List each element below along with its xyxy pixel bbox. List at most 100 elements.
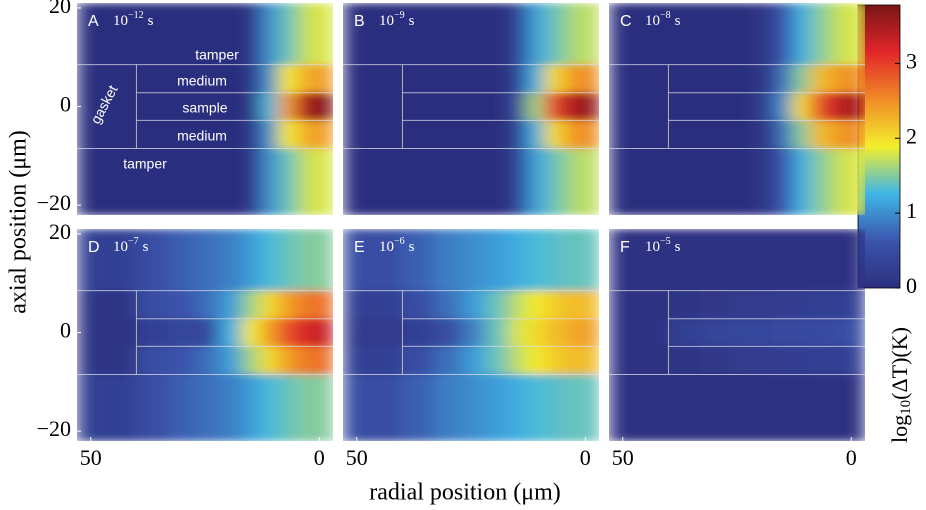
time-unit: s xyxy=(143,239,149,255)
panel-label: A xyxy=(88,13,99,30)
heatmap-cell xyxy=(168,318,197,347)
heatmap-cell xyxy=(241,346,261,375)
heatmap-cell xyxy=(136,229,169,292)
heatmap-cell xyxy=(810,92,829,121)
heatmap-cell xyxy=(507,346,527,375)
heatmap-cell xyxy=(77,290,137,320)
time-base: 10 xyxy=(113,239,128,255)
heatmap-cell xyxy=(668,92,701,121)
heatmap-cell xyxy=(278,120,297,149)
heatmap-cell xyxy=(700,346,729,375)
heatmap xyxy=(609,229,865,441)
heatmap-cell xyxy=(136,64,169,94)
heatmap-cell xyxy=(544,290,563,320)
heatmap-cell xyxy=(791,120,811,149)
heatmap-cell xyxy=(241,374,261,441)
heatmap-cell xyxy=(259,290,279,320)
heatmap-cell xyxy=(562,346,577,375)
heatmap-cell xyxy=(136,374,169,441)
heatmap-cell xyxy=(402,290,435,320)
heatmap-cell xyxy=(700,64,729,94)
y-axis-label: axial position (μm) xyxy=(6,130,32,314)
heatmap-cell xyxy=(668,318,701,347)
heatmap-cell xyxy=(668,290,701,320)
heatmap-cell xyxy=(343,290,403,320)
heatmap-cell xyxy=(810,148,829,215)
heatmap-cell xyxy=(544,120,563,149)
heatmap-cell xyxy=(259,374,279,441)
time-unit: s xyxy=(675,239,681,255)
heatmap-cell xyxy=(77,148,137,215)
heatmap-cell xyxy=(278,290,297,320)
heatmap-cell xyxy=(773,92,793,121)
heatmap-cell xyxy=(296,3,311,66)
heatmap-cell xyxy=(343,3,403,66)
heatmap-cell xyxy=(773,318,793,347)
heatmap-cell xyxy=(828,229,843,292)
heatmap-cell xyxy=(576,3,599,66)
heatmap-cell xyxy=(310,92,333,121)
heatmap-cell xyxy=(562,229,577,292)
heatmap-cell xyxy=(750,290,775,320)
heatmap xyxy=(343,3,599,215)
heatmap-cell xyxy=(259,318,279,347)
x-tick-label: 0 xyxy=(846,445,857,470)
heatmap-cell xyxy=(842,346,865,375)
heatmap-cell xyxy=(810,3,829,66)
heatmap-cell xyxy=(402,229,435,292)
heatmap-cell xyxy=(296,290,311,320)
heatmap-cell xyxy=(168,64,197,94)
heatmap-cell xyxy=(296,148,311,215)
heatmap-cells xyxy=(77,229,333,441)
heatmap-cell xyxy=(461,120,486,149)
heatmap-cell xyxy=(828,120,843,149)
heatmap-cell xyxy=(791,346,811,375)
heatmap-cell xyxy=(544,3,563,66)
heatmap-cell xyxy=(544,229,563,292)
heatmap-cell xyxy=(700,148,729,215)
heatmap-cell xyxy=(434,120,463,149)
heatmap-cell xyxy=(278,318,297,347)
panel-time: 10−6 s xyxy=(379,236,415,255)
heatmap-cell xyxy=(461,92,486,121)
heatmap-cell xyxy=(168,3,197,66)
heatmap-cell xyxy=(434,346,463,375)
colorbar-label-suffix: (ΔT)(K) xyxy=(887,327,912,400)
heatmap-cell xyxy=(750,229,775,292)
heatmap-cell xyxy=(484,64,509,94)
heatmap-cell xyxy=(576,64,599,94)
heatmap-cell xyxy=(700,290,729,320)
heatmap-cell xyxy=(525,346,545,375)
time-exponent: −6 xyxy=(394,236,405,247)
heatmap-cell xyxy=(544,318,563,347)
heatmap-cell xyxy=(218,290,243,320)
time-base: 10 xyxy=(379,13,394,29)
heatmap-cell xyxy=(461,148,486,215)
panel: D 10−7 s 20 0 −20 50 0 xyxy=(37,219,333,470)
heatmap-cell xyxy=(310,318,333,347)
heatmap-cell xyxy=(484,92,509,121)
heatmap-cell xyxy=(544,346,563,375)
heatmap-cell xyxy=(296,374,311,441)
heatmap-cell xyxy=(218,346,243,375)
heatmap-cell xyxy=(434,229,463,292)
heatmap-cell xyxy=(136,92,169,121)
heatmap-cell xyxy=(168,346,197,375)
heatmap-cell xyxy=(136,120,169,149)
heatmap-cell xyxy=(484,148,509,215)
heatmap-cell xyxy=(791,148,811,215)
heatmap-cell xyxy=(296,229,311,292)
heatmap-cell xyxy=(828,148,843,215)
heatmap-cell xyxy=(507,318,527,347)
heatmap-cell xyxy=(278,148,297,215)
heatmap-cell xyxy=(484,346,509,375)
heatmap-cell xyxy=(525,92,545,121)
heatmap-cell xyxy=(218,92,243,121)
heatmap-cell xyxy=(218,148,243,215)
heatmap-cell xyxy=(727,64,752,94)
heatmap-cell xyxy=(507,290,527,320)
heatmap-cell xyxy=(562,318,577,347)
heatmap-cell xyxy=(842,3,865,66)
region-label: tamper xyxy=(195,47,239,63)
heatmap-cell xyxy=(195,120,220,149)
